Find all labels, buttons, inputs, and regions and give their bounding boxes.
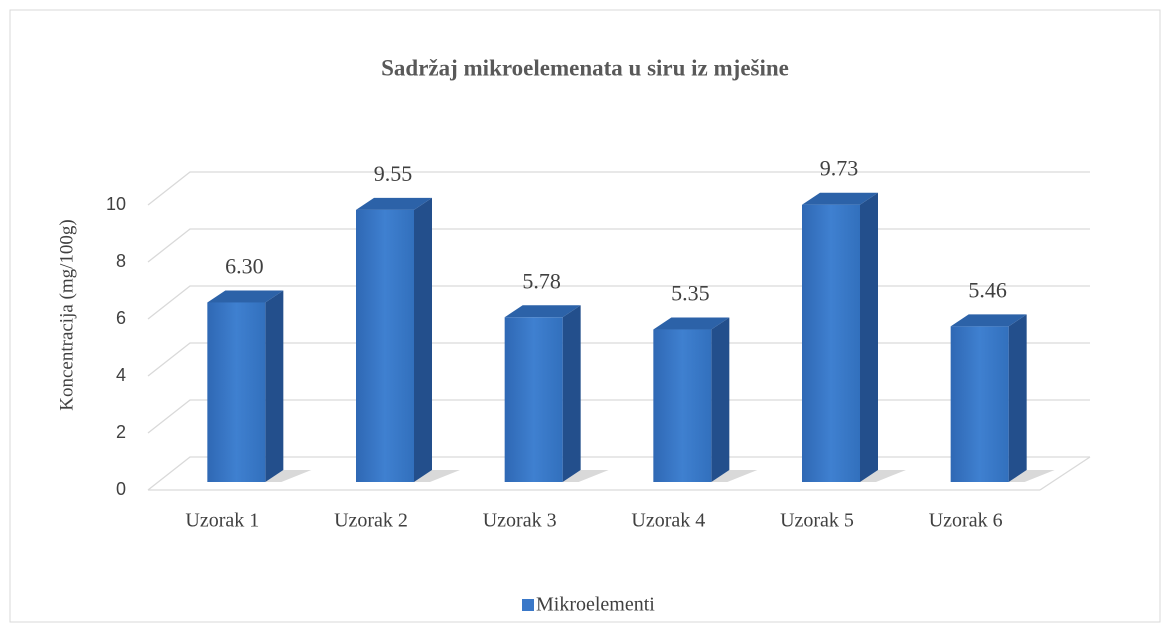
grid-line (147, 171, 1090, 206)
bar (356, 197, 460, 482)
bar-shadow (265, 470, 312, 482)
bar-side (711, 317, 730, 482)
y-axis-label: Koncentracija (mg/100g) (56, 219, 77, 411)
bar-top (802, 192, 878, 205)
bar-top (207, 290, 284, 303)
bar-side (414, 197, 432, 482)
x-tick-label: Uzorak 6 (929, 510, 1003, 532)
x-tick-label: Uzorak 3 (483, 510, 557, 532)
chart-title: Sadržaj mikroelemenata u siru iz mješine (381, 55, 789, 80)
bar-top (950, 314, 1027, 327)
bar-front (504, 317, 563, 482)
bar (653, 317, 758, 482)
bar-shadow (562, 470, 609, 482)
data-label: 9.73 (820, 156, 859, 181)
y-tick-label: 6 (116, 308, 126, 328)
bar (207, 290, 312, 482)
y-tick-label: 8 (116, 251, 126, 271)
bar-front (356, 209, 414, 482)
bar-shadow (1008, 470, 1055, 482)
bar (802, 192, 906, 482)
bar-front (802, 204, 860, 482)
bar-front (653, 329, 712, 482)
bar-top (504, 305, 581, 318)
bar (950, 314, 1055, 482)
data-label: 5.46 (968, 277, 1007, 302)
bar-top (653, 317, 730, 330)
bar (504, 305, 609, 482)
bar-top (356, 197, 432, 210)
bar-shadow (860, 470, 906, 482)
legend-swatch (522, 599, 534, 611)
bar-side (1008, 314, 1027, 482)
bar-front (207, 302, 266, 482)
x-tick-label: Uzorak 4 (631, 510, 705, 532)
bar-front (950, 326, 1009, 482)
floor-right-edge (1039, 456, 1091, 491)
legend: Mikroelementi (522, 594, 655, 616)
bar-side (860, 192, 878, 482)
y-tick-label: 4 (116, 365, 126, 385)
y-tick-label: 0 (116, 479, 126, 499)
x-tick-label: Uzorak 2 (334, 510, 408, 532)
y-tick-label: 10 (106, 194, 126, 214)
grid-line (147, 342, 1090, 377)
grid-line (147, 456, 1090, 491)
bar-side (265, 290, 284, 482)
data-label: 9.55 (374, 161, 413, 186)
data-label: 5.35 (671, 281, 710, 306)
bar-shadow (414, 470, 460, 482)
grid-line (147, 228, 1090, 263)
bar-shadow (711, 470, 758, 482)
legend-label: Mikroelementi (536, 594, 655, 616)
data-label: 6.30 (225, 253, 264, 278)
data-label: 5.78 (522, 268, 561, 293)
x-tick-label: Uzorak 5 (780, 510, 854, 532)
grid-line (147, 285, 1090, 320)
x-tick-label: Uzorak 1 (185, 510, 259, 532)
y-tick-label: 2 (116, 422, 126, 442)
bar-side (562, 305, 581, 482)
grid-line (147, 399, 1090, 434)
